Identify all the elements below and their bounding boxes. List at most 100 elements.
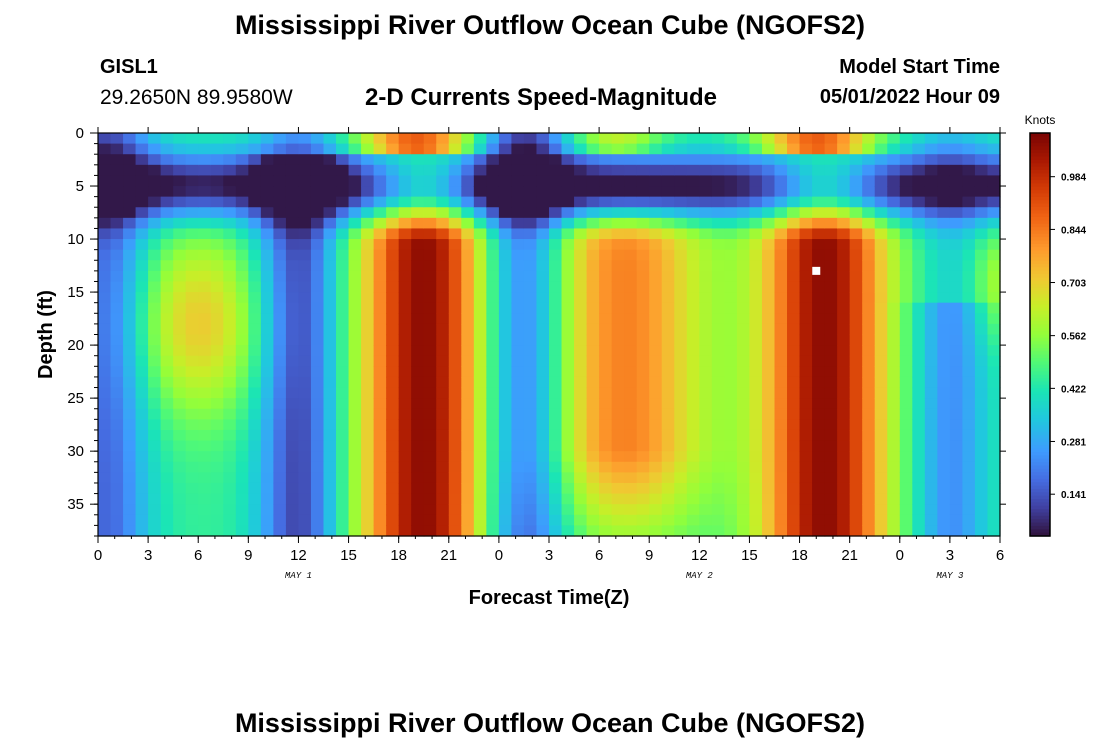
heatmap-cell	[736, 207, 751, 219]
heatmap-cell	[912, 164, 926, 177]
heatmap-cell	[549, 525, 563, 537]
heatmap-cell	[924, 419, 938, 431]
heatmap-cell	[624, 398, 638, 410]
heatmap-cell	[185, 376, 199, 389]
heatmap-cell	[824, 154, 838, 166]
heatmap-cell	[974, 186, 989, 198]
heatmap-cell	[235, 281, 249, 293]
heatmap-cell	[787, 398, 801, 410]
heatmap-cell	[336, 451, 350, 463]
heatmap-cell	[148, 239, 162, 251]
heatmap-cell	[887, 175, 901, 187]
heatmap-cell	[812, 302, 826, 314]
heatmap-cell	[574, 525, 588, 537]
heatmap-cell	[173, 313, 187, 325]
heatmap-cell	[761, 196, 776, 208]
colorbar-segment	[1030, 347, 1050, 352]
heatmap-cell	[937, 408, 951, 420]
heatmap-cell	[373, 493, 387, 505]
heatmap-cell	[574, 387, 588, 399]
heatmap-cell	[924, 355, 938, 367]
heatmap-cell	[498, 504, 513, 516]
heatmap-cell	[787, 281, 801, 293]
heatmap-cell	[586, 493, 600, 505]
heatmap-cell	[586, 228, 600, 240]
heatmap-cell	[511, 429, 525, 442]
heatmap-cell	[235, 514, 249, 526]
heatmap-cell	[148, 323, 162, 336]
heatmap-cell	[937, 472, 951, 484]
heatmap-cell	[749, 164, 763, 177]
heatmap-cell	[849, 175, 863, 187]
heatmap-cell	[323, 355, 337, 367]
heatmap-cell	[837, 334, 851, 346]
heatmap-cell	[736, 493, 751, 505]
heatmap-cell	[536, 186, 550, 198]
heatmap-cell	[260, 281, 274, 293]
heatmap-cell	[862, 260, 876, 272]
heatmap-cell	[674, 228, 688, 240]
heatmap-cell	[937, 504, 951, 516]
heatmap-cell	[273, 440, 287, 452]
heatmap-cell	[636, 482, 650, 495]
y-tick-label: 20	[67, 337, 84, 354]
heatmap-cell	[386, 355, 400, 367]
page-title: Mississippi River Outflow Ocean Cube (NG…	[234, 10, 866, 40]
heatmap-cell	[298, 217, 312, 230]
heatmap-cell	[611, 429, 625, 442]
heatmap-cell	[736, 313, 751, 325]
heatmap-cell	[361, 164, 375, 177]
heatmap-cell	[298, 260, 312, 272]
heatmap-cell	[223, 504, 237, 516]
heatmap-cell	[711, 292, 725, 304]
heatmap-cell	[912, 207, 926, 219]
heatmap-cell	[536, 398, 550, 410]
heatmap-cell	[461, 451, 475, 463]
heatmap-cell	[285, 345, 300, 357]
heatmap-cell	[724, 451, 738, 463]
heatmap-cell	[523, 472, 538, 484]
heatmap-cell	[887, 239, 901, 251]
heatmap-cell	[924, 345, 938, 357]
heatmap-cell	[310, 239, 325, 251]
heatmap-cell	[636, 429, 650, 442]
heatmap-cell	[98, 334, 112, 346]
heatmap-cell	[461, 143, 475, 155]
heatmap-cell	[787, 429, 801, 442]
heatmap-cell	[173, 461, 187, 473]
heatmap-cell	[862, 408, 876, 420]
colorbar-segment	[1030, 180, 1050, 184]
heatmap-cell	[674, 472, 688, 484]
heatmap-cell	[924, 228, 938, 240]
heatmap-cell	[298, 451, 312, 463]
heatmap-cell	[924, 292, 938, 304]
heatmap-cell	[987, 217, 1001, 230]
heatmap-cell	[273, 239, 287, 251]
heatmap-cell	[173, 440, 187, 452]
heatmap-cell	[962, 196, 976, 208]
heatmap-cell	[686, 228, 700, 240]
heatmap-cell	[260, 186, 274, 198]
heatmap-cell	[887, 196, 901, 208]
heatmap-cell	[549, 408, 563, 420]
heatmap-cell	[398, 281, 412, 293]
heatmap-cell	[924, 207, 938, 219]
heatmap-cell	[248, 281, 262, 293]
heatmap-cell	[173, 451, 187, 463]
heatmap-cell	[724, 260, 738, 272]
heatmap-cell	[887, 154, 901, 166]
heatmap-cell	[123, 292, 137, 304]
heatmap-cell	[411, 175, 425, 187]
heatmap-cell	[874, 302, 888, 314]
heatmap-cell	[924, 260, 938, 272]
heatmap-cell	[962, 133, 976, 145]
heatmap-cell	[110, 217, 124, 230]
heatmap-cell	[248, 143, 262, 155]
heatmap-cell	[824, 366, 838, 378]
heatmap-cell	[273, 313, 287, 325]
heatmap-cell	[912, 292, 926, 304]
heatmap-cell	[711, 164, 725, 177]
colorbar-segment	[1030, 133, 1050, 137]
heatmap-cell	[661, 514, 675, 526]
heatmap-cell	[398, 323, 412, 336]
